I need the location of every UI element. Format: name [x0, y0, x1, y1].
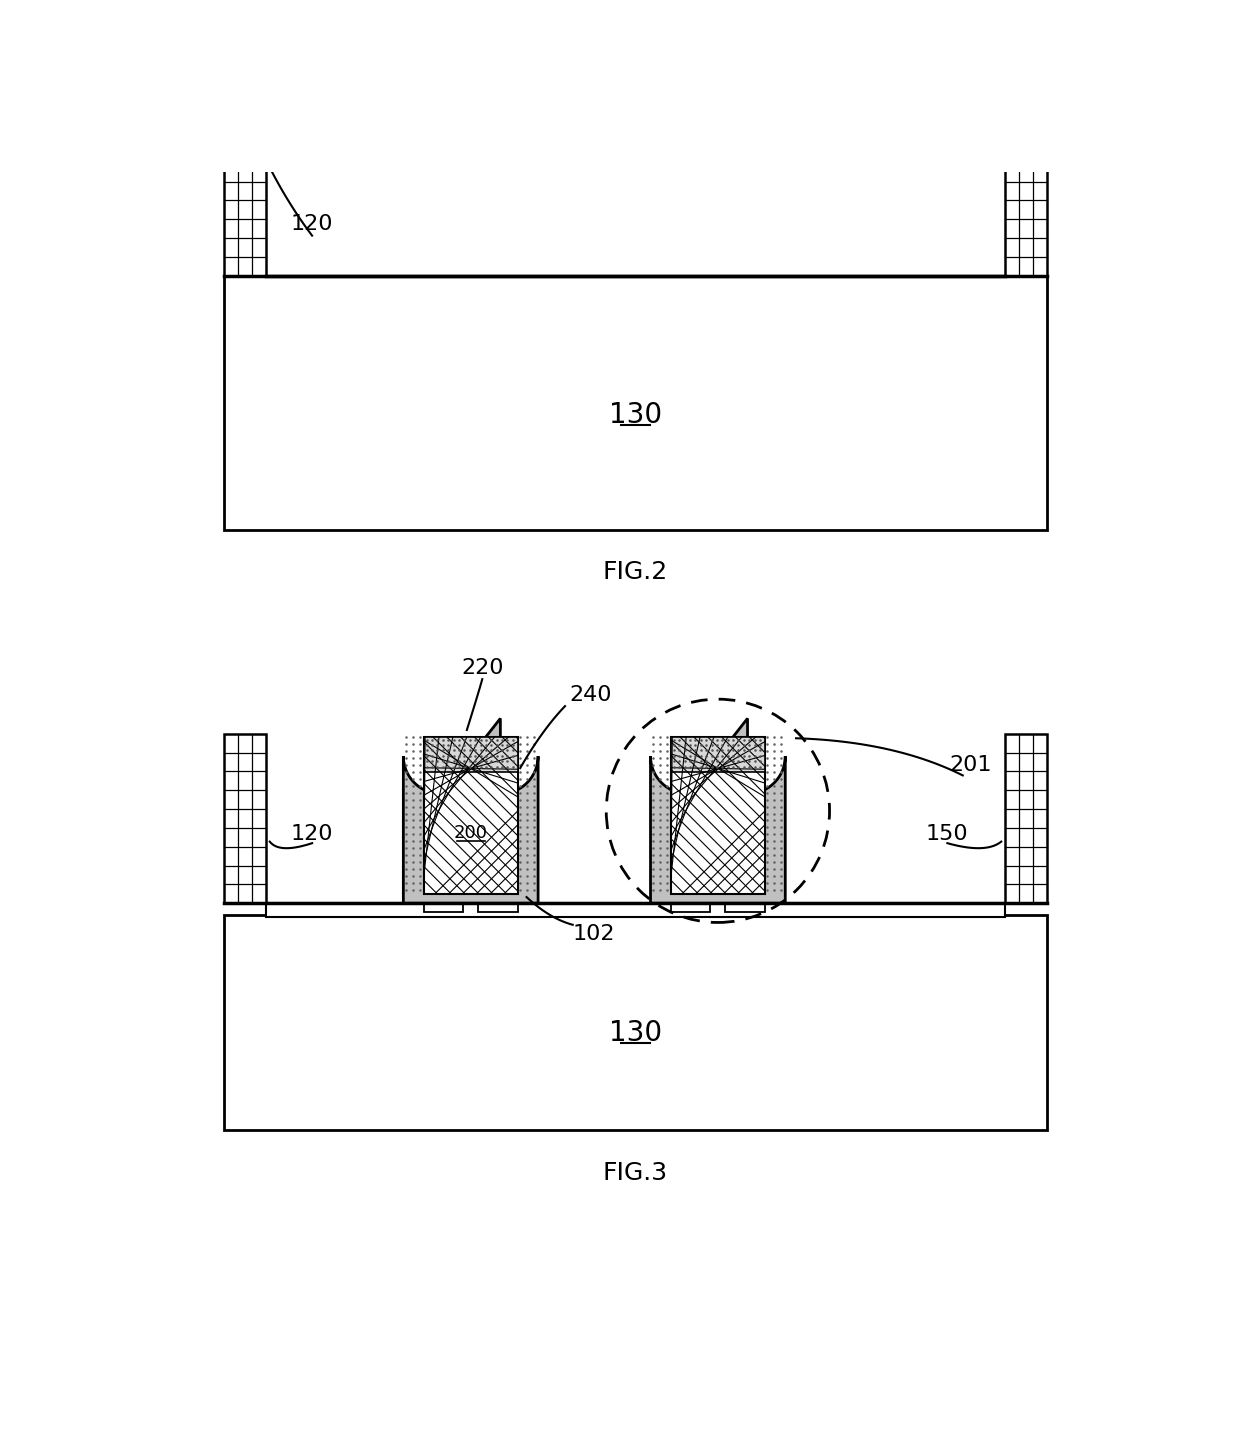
Text: FIG.2: FIG.2	[603, 560, 668, 584]
Text: 240: 240	[569, 685, 611, 705]
Polygon shape	[671, 903, 711, 913]
Text: 130: 130	[609, 402, 662, 429]
Polygon shape	[651, 718, 785, 903]
Text: 120: 120	[291, 215, 334, 235]
Text: 120: 120	[291, 824, 334, 844]
Text: 102: 102	[573, 924, 615, 944]
Polygon shape	[479, 903, 518, 913]
Polygon shape	[671, 737, 765, 894]
Polygon shape	[1006, 106, 1048, 276]
Polygon shape	[223, 734, 265, 903]
Text: FIG.3: FIG.3	[603, 1161, 668, 1185]
Polygon shape	[403, 718, 538, 903]
Polygon shape	[424, 737, 518, 894]
Text: 150: 150	[926, 824, 968, 844]
Polygon shape	[424, 737, 518, 771]
Polygon shape	[265, 903, 1006, 917]
Polygon shape	[725, 903, 765, 913]
Polygon shape	[223, 106, 265, 276]
Polygon shape	[424, 903, 464, 913]
Text: 220: 220	[461, 658, 503, 678]
Polygon shape	[671, 737, 765, 771]
Text: 130: 130	[609, 1019, 662, 1047]
Text: 200: 200	[454, 824, 487, 841]
Text: 201: 201	[949, 754, 992, 774]
Polygon shape	[1006, 734, 1048, 903]
